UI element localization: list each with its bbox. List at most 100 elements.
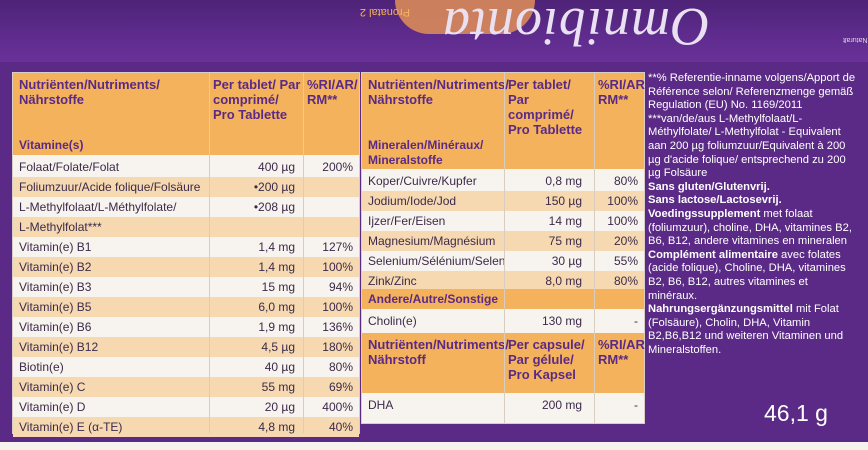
table-header: Nutriënten/Nutriments/ Nährstoffe Per ta… — [362, 73, 649, 137]
nutrient-amount: 150 µg — [545, 194, 582, 208]
nutrient-ri: 80% — [613, 174, 638, 188]
nutrient-ri: 100% — [607, 214, 638, 228]
net-weight: 46,1 g — [764, 400, 828, 426]
table-row: Vitamin(e) B2 1,4 mg 100% — [13, 257, 359, 277]
section-label: Mineralen/Minéraux/ Mineralstoffe — [368, 138, 484, 167]
table-row: Vitamin(e) B3 15 mg 94% — [13, 277, 359, 297]
nutrient-ri: 100% — [322, 300, 353, 314]
table-row: L-Methylfolat*** — [13, 217, 359, 237]
bottom-edge — [0, 442, 868, 450]
minerals-table: Nutriënten/Nutriments/ Nährstoffe Per ta… — [361, 72, 649, 424]
section-row: Mineralen/Minéraux/ Mineralstoffe — [362, 135, 644, 169]
header-per-tablet: Per tablet/ Par comprimé/ Pro Tablette — [508, 77, 583, 137]
nutrient-amount: 400 µg — [258, 160, 295, 174]
table-row: Vitamin(e) E (α-TE) 4,8 mg 40% — [13, 417, 359, 437]
section-label: Vitamine(s) — [19, 138, 84, 152]
note-fr-text: avec folates (acide folique), Choline, D… — [648, 248, 846, 302]
section-row: Andere/Autre/Sonstige — [362, 289, 644, 309]
nutrient-name: Vitamin(e) D — [19, 400, 86, 414]
nutrient-ri: 100% — [322, 260, 353, 274]
nutrient-amount: 14 mg — [548, 214, 582, 228]
table-header: Nutriënten/Nutriments/ Nährstoff Per cap… — [362, 333, 649, 393]
divider — [594, 73, 595, 423]
section-label: Andere/Autre/Sonstige — [368, 292, 499, 306]
note-fr-title: Complément alimentaire — [648, 248, 778, 261]
nutrient-name: Folaat/Folate/Folat — [19, 160, 120, 174]
nutrient-ri: 55% — [613, 254, 638, 268]
nutrient-name: L-Methylfolaat/L-Méthylfolate/ — [19, 200, 177, 214]
note-de-text: mit Folat (Folsäure), Cholin, DHA, Vitam… — [648, 303, 844, 356]
table-row: Vitamin(e) B6 1,9 mg 136% — [13, 317, 359, 337]
note-lactose: Sans lactose/Lactosevrij. — [648, 194, 782, 207]
nutrient-amount: 20 µg — [264, 400, 295, 414]
nutrient-ri: 100% — [607, 194, 638, 208]
nutrient-amount: 55 mg — [261, 380, 295, 394]
nutrient-amount: 1,4 mg — [258, 260, 295, 274]
nutrient-ri: 80% — [328, 360, 353, 374]
table-row: Ijzer/Fer/Eisen 14 mg 100% — [362, 211, 644, 231]
nutrient-amount: 200 mg — [541, 398, 582, 412]
table-row: Magnesium/Magnésium 75 mg 20% — [362, 231, 644, 251]
nutrient-name: Vitamin(e) B1 — [19, 240, 92, 254]
note-nl-text: met folaat (foliumzuur), choline, DHA, v… — [648, 207, 852, 248]
nutrient-amount: 1,4 mg — [258, 240, 295, 254]
label-notes: **% Referentie-inname volgens/Apport de … — [648, 72, 860, 402]
nutrient-ri: 40% — [328, 420, 353, 434]
nutrient-amount: 130 mg — [541, 314, 582, 328]
nutrient-name: Koper/Cuivre/Kupfer — [368, 174, 477, 188]
nutrient-name: Biotin(e) — [19, 360, 64, 374]
nutrient-name: Zink/Zinc — [368, 274, 417, 288]
table-row: Koper/Cuivre/Kupfer 0,8 mg 80% — [362, 171, 644, 191]
nutrient-amount: 8,0 mg — [545, 274, 582, 288]
header-per-tablet: Per tablet/ Par comprimé/ Pro Tablette — [213, 77, 301, 122]
table-row: DHA 200 mg - — [362, 395, 644, 415]
divider — [303, 73, 304, 433]
table-row: Selenium/Sélénium/Selen 30 µg 55% — [362, 251, 644, 271]
nutrient-ri: 200% — [322, 160, 353, 174]
nutrient-amount: •208 µg — [253, 200, 295, 214]
table-row: Vitamin(e) C 55 mg 69% — [13, 377, 359, 397]
brand-name: Omnibionta — [441, 0, 710, 57]
header-per-capsule: Per capsule/ Par gélule/ Pro Kapsel — [508, 337, 585, 382]
section-row: Vitamine(s) — [13, 135, 359, 155]
nutrient-name: Ijzer/Fer/Eisen — [368, 214, 446, 228]
nutrient-name: DHA — [368, 398, 394, 412]
nutrient-ri: 180% — [322, 340, 353, 354]
nutrient-name: Selenium/Sélénium/Selen — [368, 254, 506, 268]
nutrient-amount: 75 mg — [548, 234, 582, 248]
small-tag: Naturalt — [843, 36, 868, 43]
brand-upside-down: Omnibionta Pronatal 2 — [150, 0, 710, 58]
nutrient-name: Vitamin(e) B6 — [19, 320, 92, 334]
table-header: Nutriënten/Nutriments/ Nährstoffe Per ta… — [13, 73, 359, 135]
header-nutrients: Nutriënten/Nutriments/ Nährstoffe — [368, 77, 509, 107]
divider — [504, 73, 505, 423]
nutrient-amount: 30 µg — [551, 254, 582, 268]
nutrient-name: Vitamin(e) B3 — [19, 280, 92, 294]
note-methylfolate: ***van/de/aus L-Methylfolaat/L-Méthylfol… — [648, 112, 846, 180]
brand-sub: Pronatal 2 — [359, 6, 410, 18]
table-row: Foliumzuur/Acide folique/Folsäure •200 µg — [13, 177, 359, 197]
table-row: L-Methylfolaat/L-Méthylfolate/ •208 µg — [13, 197, 359, 217]
note-reference: **% Referentie-inname volgens/Apport de … — [648, 72, 856, 112]
nutrient-name: Foliumzuur/Acide folique/Folsäure — [19, 180, 201, 194]
nutrient-amount: 4,8 mg — [258, 420, 295, 434]
nutrient-amount: 15 mg — [261, 280, 295, 294]
nutrient-name: L-Methylfolat*** — [19, 220, 102, 234]
nutrient-amount: 6,0 mg — [258, 300, 295, 314]
top-band: Omnibionta Pronatal 2 Naturalt — [0, 0, 868, 62]
nutrient-amount: 0,8 mg — [545, 174, 582, 188]
table-row: Vitamin(e) D 20 µg 400% — [13, 397, 359, 417]
nutrient-ri: 94% — [328, 280, 353, 294]
table-row: Jodium/Iode/Jod 150 µg 100% — [362, 191, 644, 211]
nutrient-ri: 80% — [613, 274, 638, 288]
table-row: Vitamin(e) B12 4,5 µg 180% — [13, 337, 359, 357]
table-row: Folaat/Folate/Folat 400 µg 200% — [13, 157, 359, 177]
nutrient-name: Jodium/Iode/Jod — [368, 194, 457, 208]
nutrient-name: Vitamin(e) B5 — [19, 300, 92, 314]
table-row: Cholin(e) 130 mg - — [362, 311, 644, 331]
table-row: Zink/Zinc 8,0 mg 80% — [362, 271, 644, 291]
table-row: Vitamin(e) B1 1,4 mg 127% — [13, 237, 359, 257]
header-nutrients: Nutriënten/Nutriments/ Nährstoffe — [19, 77, 160, 107]
nutrient-amount: 4,5 µg — [261, 340, 295, 354]
